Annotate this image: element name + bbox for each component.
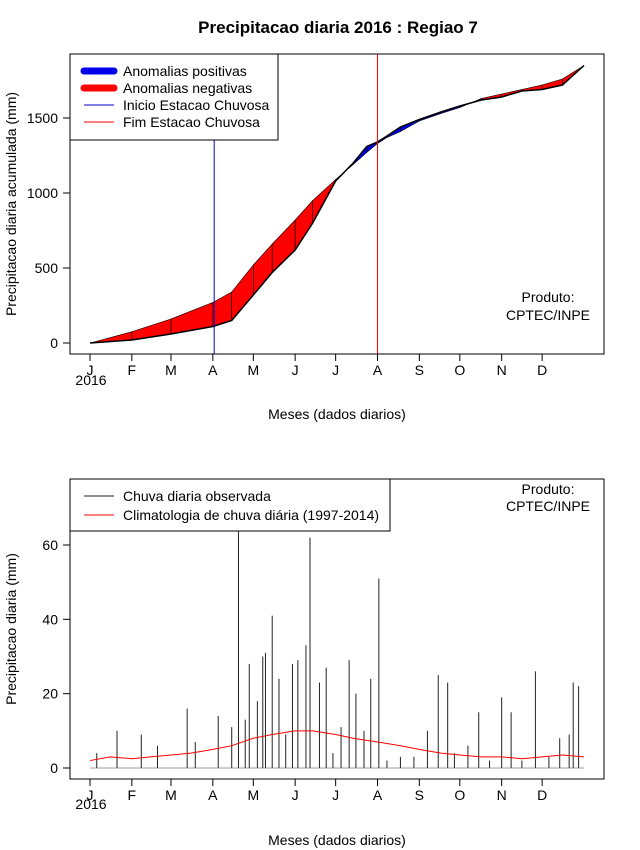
anomaly-negative-segment (294, 199, 314, 252)
x-tick-label: M (165, 362, 177, 378)
top-legend: Anomalias positivas Anomalias negativas … (69, 53, 279, 141)
x-tick-label: A (373, 362, 383, 378)
bottom-legend-box (69, 478, 391, 532)
y-tick-label: 60 (42, 537, 58, 553)
anomaly-negative-segment (271, 219, 296, 274)
y-tick-label: 1000 (27, 185, 58, 201)
legend-fim-label: Fim Estacao Chuvosa (123, 114, 260, 130)
y-tick-label: 20 (42, 686, 58, 702)
bottom-annotation-line1: Produto: (522, 481, 575, 497)
bottom-year-label: 2016 (75, 796, 106, 812)
x-tick-label: A (208, 362, 218, 378)
top-panel: J F M A M J J A S O N D 0 500 1000 1500 Precipitacao d… (3, 53, 605, 422)
x-tick-label: J (87, 787, 94, 803)
x-tick-label: J (292, 787, 299, 803)
x-tick-label: M (165, 787, 177, 803)
legend-negative-label: Anomalias negativas (123, 80, 252, 96)
x-tick-label: A (373, 787, 383, 803)
y-tick-label: 0 (50, 335, 58, 351)
x-tick-label: J (292, 362, 299, 378)
bottom-xlabel: Meses (dados diarios) (268, 832, 406, 848)
bottom-ylabel: Precipitacao diaria (mm) (3, 553, 19, 705)
bottom-y-axis: 0 20 40 60 (42, 537, 71, 776)
bottom-legend: Chuva diaria observada Climatologia de c… (69, 478, 391, 532)
top-observed-cumulative-line (89, 64, 585, 344)
x-tick-label: D (537, 787, 547, 803)
top-annotation-line1: Produto: (522, 289, 575, 305)
top-y-axis: 0 500 1000 1500 (27, 110, 71, 351)
y-tick-label: 40 (42, 611, 58, 627)
bottom-annotation-line2: CPTEC/INPE (506, 498, 590, 514)
x-tick-label: O (454, 362, 465, 378)
bottom-climatology-line (89, 730, 585, 762)
legend-positive-label: Anomalias positivas (123, 63, 247, 79)
legend-inicio-label: Inicio Estacao Chuvosa (123, 97, 270, 113)
x-tick-label: F (128, 787, 137, 803)
bottom-panel: J F M A M J J A S O N D 0 20 40 60 Precipitacao diaria… (3, 478, 605, 848)
anomaly-negative-segment (170, 302, 214, 335)
bottom-observed-bars (90, 522, 584, 769)
x-tick-label: M (247, 362, 259, 378)
x-tick-label: J (332, 787, 339, 803)
x-tick-label: M (247, 787, 259, 803)
x-tick-label: N (497, 362, 507, 378)
anomaly-negative-segment (231, 264, 254, 322)
legend-climatology-label: Climatologia de chuva diária (1997-2014) (123, 507, 379, 523)
x-tick-label: F (128, 362, 137, 378)
x-tick-label: O (454, 787, 465, 803)
top-annotation-line2: CPTEC/INPE (506, 307, 590, 323)
x-tick-label: S (415, 362, 424, 378)
anomaly-negative-segment (253, 243, 273, 296)
chart-title: Precipitacao diaria 2016 : Regiao 7 (198, 18, 478, 37)
x-tick-label: D (537, 362, 547, 378)
y-tick-label: 1500 (27, 110, 58, 126)
x-tick-label: J (332, 362, 339, 378)
legend-observed-label: Chuva diaria observada (123, 488, 271, 504)
top-ylabel: Precipitacao diaria acumulada (mm) (3, 92, 19, 316)
x-tick-label: N (497, 787, 507, 803)
x-tick-label: A (208, 787, 218, 803)
top-xlabel: Meses (dados diarios) (268, 406, 406, 422)
top-year-label: 2016 (75, 372, 106, 388)
x-tick-label: S (415, 787, 424, 803)
y-tick-label: 0 (50, 760, 58, 776)
x-tick-label: J (87, 362, 94, 378)
y-tick-label: 500 (35, 260, 59, 276)
